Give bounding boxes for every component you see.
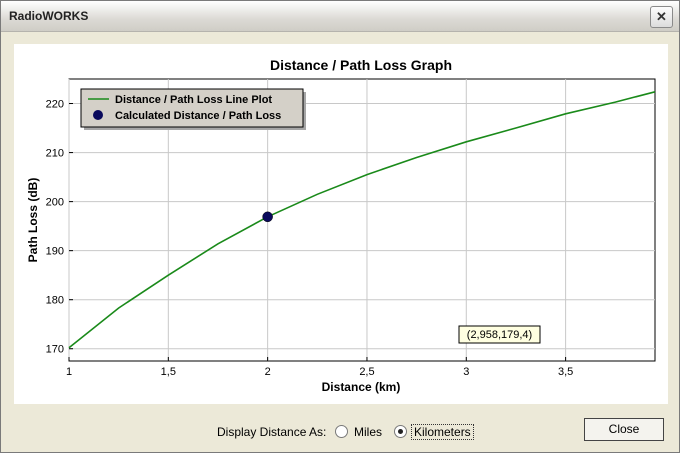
x-tick-label: 2,5 (359, 366, 374, 378)
readout-box (458, 325, 541, 344)
legend-entry-marker: Calculated Distance / Path Loss (115, 110, 281, 122)
x-tick-label: 3 (463, 366, 469, 378)
window-close-icon[interactable]: ✕ (650, 6, 673, 28)
legend-box (80, 88, 304, 128)
x-tick-label: 2 (265, 366, 271, 378)
display-distance-label: Display Distance As: (217, 425, 327, 439)
y-tick-label: 210 (46, 148, 64, 160)
y-tick-label: 170 (46, 344, 64, 356)
miles-radio[interactable] (335, 425, 348, 438)
x-tick-label: 1,5 (161, 366, 176, 378)
legend-marker-swatch (93, 110, 103, 120)
close-button[interactable]: Close (584, 418, 664, 441)
chart-panel: Distance / Path Loss Graph 1 1,5 2 2,5 3 3,5 … (14, 44, 668, 404)
x-tick-label: 3,5 (558, 366, 573, 378)
y-axis-label: Path Loss (dB) (26, 178, 40, 263)
y-tick-label: 190 (46, 246, 64, 258)
calculated-point-marker (262, 211, 273, 223)
y-tick-label: 180 (46, 295, 64, 307)
x-axis-ticks: 1 1,5 2 2,5 3 3,5 (66, 357, 573, 378)
legend: Distance / Path Loss Line Plot Calculate… (80, 88, 306, 130)
y-tick-label: 200 (46, 197, 64, 209)
y-axis-ticks: 170 180 190 200 210 220 (46, 99, 73, 356)
series-layer (68, 91, 656, 349)
readout-text: (2,958,179,4) (467, 329, 532, 341)
x-axis-label: Distance (km) (322, 380, 401, 394)
path-loss-chart: Distance / Path Loss Graph 1 1,5 2 2,5 3 3,5 … (26, 57, 656, 394)
x-tick-label: 1 (66, 366, 72, 378)
miles-label[interactable]: Miles (354, 425, 383, 439)
title-bar[interactable]: RadioWORKS ✕ (1, 1, 679, 32)
y-tick-label: 220 (46, 99, 64, 111)
kilometers-label[interactable]: Kilometers (411, 424, 474, 440)
kilometers-radio[interactable] (394, 425, 407, 438)
coordinate-readout: (2,958,179,4) (458, 325, 541, 344)
legend-entry-line: Distance / Path Loss Line Plot (115, 94, 272, 106)
chart-title: Distance / Path Loss Graph (270, 57, 452, 73)
series-line-path-loss (68, 91, 656, 349)
window-title: RadioWORKS (9, 9, 89, 23)
